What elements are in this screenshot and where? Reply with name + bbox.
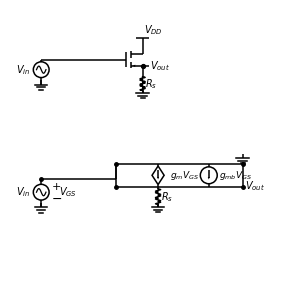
Text: $V_{out}$: $V_{out}$ [150,59,170,73]
Polygon shape [157,177,159,179]
Text: $V_{out}$: $V_{out}$ [245,180,265,194]
Text: $-$: $-$ [51,192,62,205]
Text: $V_{in}$: $V_{in}$ [16,63,30,77]
Text: $V_{GS}$: $V_{GS}$ [59,185,77,199]
Text: +: + [51,182,61,192]
Text: $V_{DD}$: $V_{DD}$ [144,23,163,37]
Polygon shape [208,177,210,179]
Text: $g_{mb}V_{GS}$: $g_{mb}V_{GS}$ [219,169,253,182]
Text: $R_s$: $R_s$ [162,190,174,203]
Text: $R_s$: $R_s$ [145,77,158,91]
Text: $V_{in}$: $V_{in}$ [16,185,30,199]
Text: $g_m V_{GS}$: $g_m V_{GS}$ [170,169,199,182]
Polygon shape [132,65,135,67]
